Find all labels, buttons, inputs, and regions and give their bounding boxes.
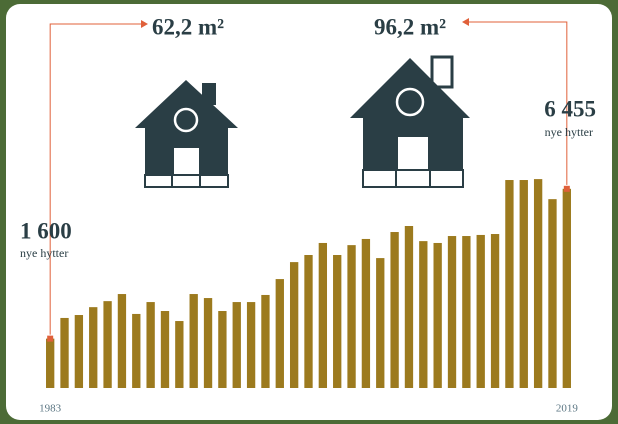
bar [103, 301, 112, 388]
bar [390, 232, 399, 388]
bar [447, 236, 457, 388]
highlight-marker [563, 185, 570, 192]
bar [333, 255, 342, 388]
large-house [350, 55, 470, 188]
bar [347, 245, 356, 388]
bar [160, 311, 170, 388]
arrow-line [466, 21, 568, 185]
arrow-line [49, 23, 144, 335]
bar [146, 302, 155, 388]
bar [132, 313, 141, 388]
bar [433, 242, 442, 388]
bar [275, 279, 284, 388]
bar [189, 294, 198, 388]
bar [304, 255, 313, 388]
bar [261, 294, 270, 388]
bar [175, 321, 184, 388]
bar [505, 180, 514, 388]
x-tick-label: 1983 [39, 403, 62, 415]
house-size: 96,2 m² [374, 14, 446, 39]
bar [419, 241, 428, 388]
highlight-marker [47, 335, 54, 342]
bar [89, 307, 98, 388]
arrow-head [141, 20, 148, 28]
house-size: 62,2 m² [152, 14, 224, 39]
bar [361, 238, 371, 388]
bar [562, 188, 571, 388]
bar [203, 298, 213, 388]
bar [60, 317, 69, 388]
bar [476, 234, 485, 388]
bar [232, 302, 241, 388]
small-house [135, 80, 238, 188]
bar [289, 262, 299, 388]
unit-label: nye hytter [545, 125, 593, 139]
unit-label: nye hytter [20, 246, 68, 260]
bar [117, 294, 127, 388]
bar [246, 302, 256, 388]
bar [462, 236, 471, 388]
arrow-head [462, 18, 469, 26]
bar [74, 315, 84, 388]
value-label: 1 600 [20, 218, 72, 243]
bar [490, 234, 500, 388]
x-tick-label: 2019 [556, 403, 579, 415]
bar [218, 311, 227, 388]
bar [376, 258, 385, 388]
value-label: 6 455 [544, 96, 596, 121]
bar [404, 226, 414, 388]
bar [46, 338, 55, 388]
bar [548, 199, 557, 388]
bar [519, 180, 528, 388]
bar [318, 242, 328, 388]
bar [533, 179, 543, 388]
